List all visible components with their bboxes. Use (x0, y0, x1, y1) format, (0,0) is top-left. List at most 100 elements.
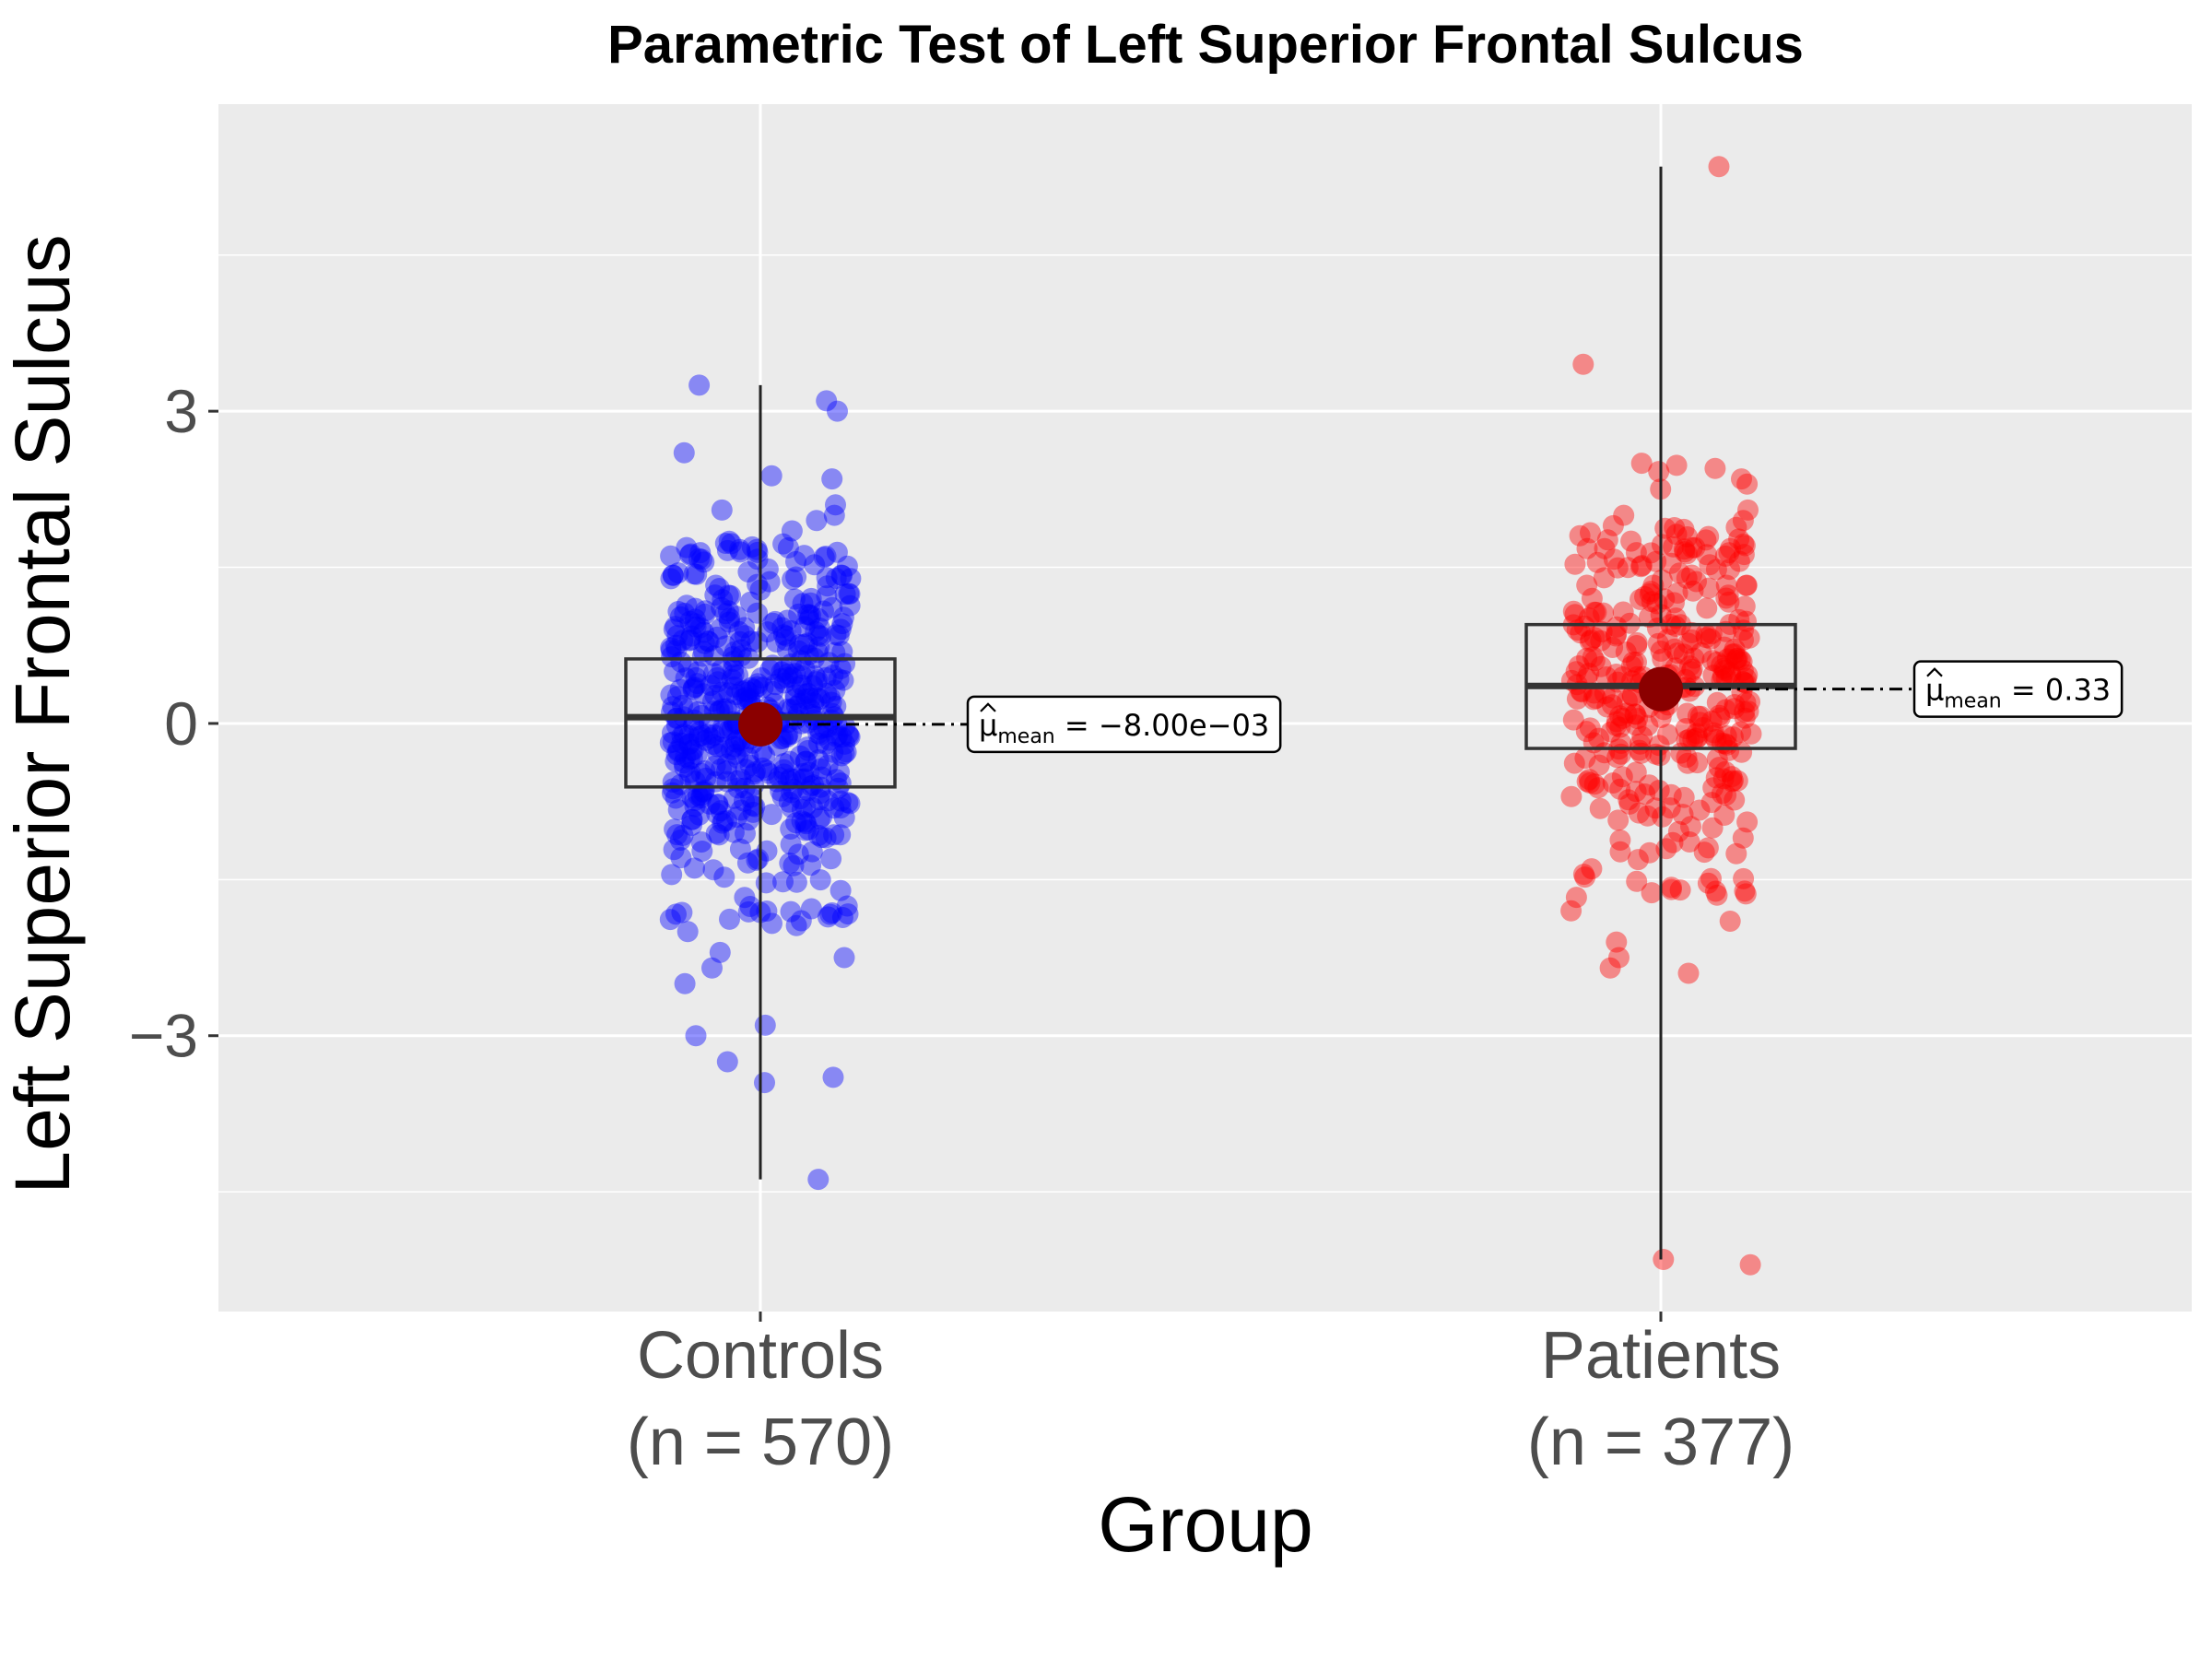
data-point (707, 671, 729, 693)
data-point (730, 799, 752, 821)
data-point (671, 901, 693, 924)
data-point (1563, 752, 1585, 774)
data-point (1725, 648, 1747, 670)
data-point (830, 618, 852, 641)
data-point (1677, 702, 1699, 724)
data-point (823, 824, 845, 846)
data-point (1700, 867, 1722, 889)
data-point (837, 903, 859, 925)
data-point (795, 813, 818, 835)
data-point (1717, 584, 1739, 606)
data-point (1734, 595, 1756, 618)
data-point (805, 620, 827, 642)
data-point (807, 723, 830, 745)
data-point (747, 673, 769, 695)
data-point (1568, 655, 1590, 677)
data-point (716, 760, 738, 782)
data-point (1629, 739, 1650, 761)
data-point (1590, 655, 1612, 677)
data-point (785, 566, 807, 588)
data-point (838, 725, 860, 747)
data-point (771, 785, 794, 807)
data-point (702, 859, 724, 881)
data-point (1583, 650, 1606, 672)
data-point (727, 747, 749, 770)
data-point (809, 688, 831, 710)
data-point (1715, 620, 1736, 642)
x-tick-label: Controls (637, 1319, 884, 1393)
data-point (1585, 601, 1607, 623)
data-point (1677, 962, 1700, 984)
data-point (672, 629, 694, 652)
data-point (1708, 704, 1730, 726)
data-point (835, 741, 857, 763)
data-point (1575, 721, 1597, 743)
data-point (826, 725, 848, 747)
data-point (785, 677, 807, 698)
data-point (1681, 629, 1703, 651)
data-point (667, 799, 689, 821)
data-point (1574, 747, 1596, 770)
data-point (809, 869, 831, 891)
data-point (1725, 649, 1747, 671)
data-point (1590, 629, 1612, 652)
data-point (716, 771, 738, 793)
data-point (662, 722, 683, 744)
data-point (1602, 687, 1624, 709)
data-point (700, 675, 722, 697)
data-point (787, 640, 809, 662)
data-point (1715, 587, 1737, 609)
data-point (833, 743, 855, 765)
data-point (682, 677, 704, 699)
data-point (806, 671, 828, 693)
data-point (808, 636, 830, 658)
data-point (1706, 747, 1728, 770)
data-point (1595, 666, 1618, 688)
data-point (1606, 714, 1628, 736)
data-point (808, 732, 830, 754)
data-point (678, 748, 700, 771)
data-point (1642, 574, 1665, 596)
data-point (1565, 887, 1587, 909)
data-point (821, 596, 843, 618)
data-point (718, 719, 740, 741)
data-point (1652, 648, 1674, 670)
data-point (681, 747, 703, 769)
data-point (709, 941, 731, 963)
data-point (1674, 541, 1696, 563)
data-point (724, 735, 746, 758)
data-point (1697, 837, 1719, 859)
data-point (1638, 774, 1660, 796)
data-point (754, 745, 776, 767)
data-point (1648, 735, 1670, 757)
data-point (1735, 610, 1757, 632)
data-point (729, 630, 751, 653)
data-point (1588, 727, 1610, 749)
data-point (797, 739, 819, 761)
data-point (822, 1066, 844, 1088)
data-point (690, 787, 712, 809)
data-point (803, 692, 825, 713)
data-point (662, 696, 684, 718)
data-point (1740, 723, 1762, 745)
data-point (1712, 768, 1735, 790)
data-point (739, 896, 761, 917)
data-point (789, 745, 811, 767)
data-point (717, 600, 739, 622)
data-point (1562, 709, 1584, 731)
data-point (743, 678, 765, 700)
data-point (797, 818, 819, 841)
data-point (1733, 867, 1755, 889)
data-point (1626, 652, 1647, 673)
data-point (706, 626, 728, 648)
data-point (678, 629, 700, 652)
data-point (834, 583, 856, 606)
mean-point (1639, 666, 1683, 712)
data-point (818, 652, 840, 674)
data-point (815, 666, 837, 688)
data-point (1680, 661, 1702, 683)
data-point (1731, 651, 1753, 673)
data-point (746, 538, 768, 560)
data-point (740, 630, 762, 653)
data-point (1708, 757, 1730, 779)
